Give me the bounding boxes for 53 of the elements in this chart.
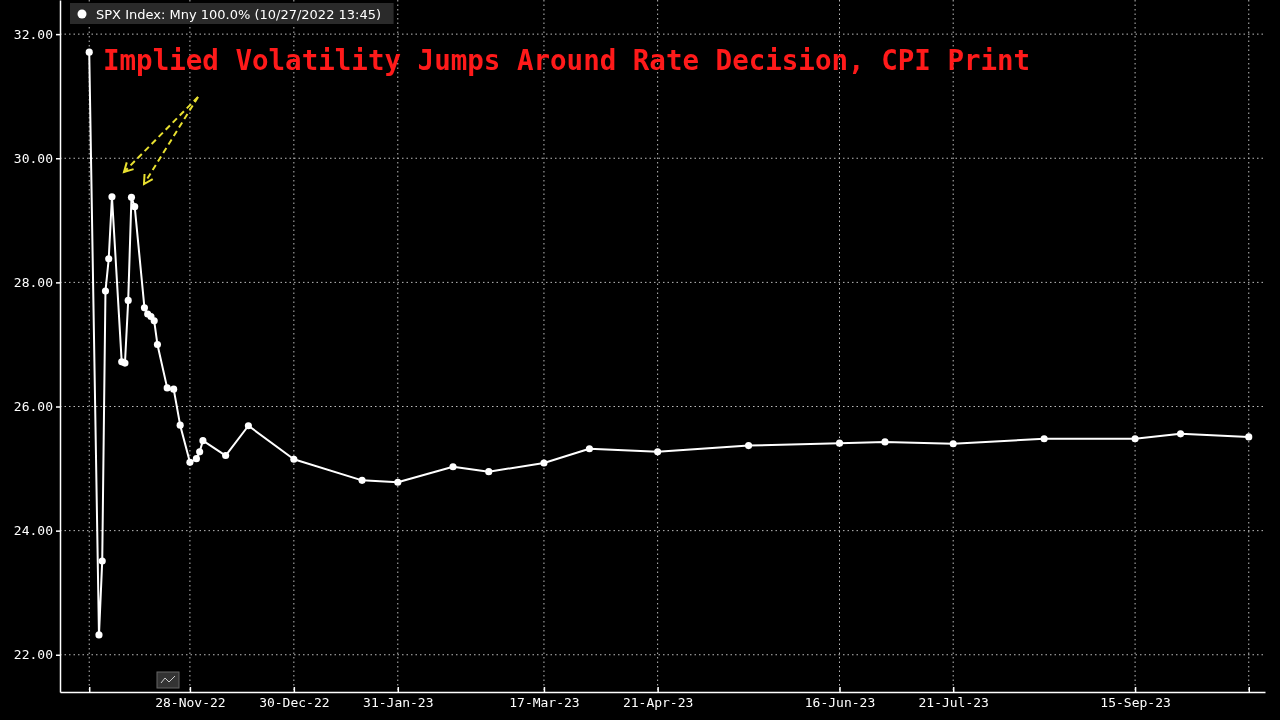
- point: [140, 304, 149, 312]
- x-tick-label: 21-Apr-23: [622, 695, 694, 711]
- point: [127, 193, 136, 201]
- point: [105, 255, 113, 263]
- text: Implied Volatility Jumps Around Rate Decision, CPI Print: [103, 44, 1031, 76]
- point: [540, 459, 548, 467]
- point: [835, 439, 844, 447]
- point: [745, 442, 753, 450]
- y-tick-label: 28.00: [13, 275, 53, 291]
- x-tick-label: 31-Jan-23: [363, 695, 434, 711]
- point: [485, 468, 493, 476]
- point: [654, 448, 662, 456]
- y-tick-label: 22.00: [13, 647, 53, 663]
- x-tick-label: 16-Jun-23: [804, 695, 876, 711]
- point: [98, 557, 106, 565]
- point: [244, 422, 252, 430]
- point: [153, 340, 162, 349]
- point: [1131, 435, 1139, 443]
- legend-label: SPX Index: Mny 100.0% (10/27/2022 13:45): [96, 7, 382, 22]
- point: [222, 451, 230, 460]
- point: [196, 448, 204, 456]
- point: [85, 48, 93, 56]
- point: [1040, 435, 1048, 443]
- x-tick-label: 28-Nov-22: [155, 695, 226, 711]
- point: [1176, 430, 1185, 438]
- y-tick-label: 26.00: [13, 399, 53, 415]
- point: [949, 440, 957, 448]
- point: [1245, 433, 1253, 441]
- x-tick-label: 21-Jul-23: [918, 695, 989, 711]
- point: [163, 384, 171, 392]
- point: [449, 463, 457, 471]
- point: [394, 478, 402, 486]
- point: [358, 476, 366, 484]
- point: [176, 421, 184, 429]
- point: [108, 193, 116, 201]
- y-tick-label: 32.00: [13, 26, 53, 42]
- point: [290, 455, 298, 463]
- x-tick-label: 17-Mar-23: [509, 695, 580, 711]
- point: [131, 203, 139, 211]
- point: [150, 317, 158, 325]
- x-tick-label: 30-Dec-22: [259, 695, 330, 711]
- point: [170, 385, 178, 393]
- point: [95, 631, 103, 639]
- y-tick-label: 24.00: [13, 523, 53, 539]
- point: [199, 437, 207, 445]
- point: [585, 445, 593, 453]
- x-tick-label: 15-Sep-23: [1100, 695, 1171, 711]
- point: [186, 458, 194, 466]
- point: [124, 296, 132, 304]
- y-tick-label: 30.00: [13, 150, 53, 166]
- point: [101, 287, 110, 295]
- point: [192, 455, 200, 463]
- point: [881, 438, 889, 446]
